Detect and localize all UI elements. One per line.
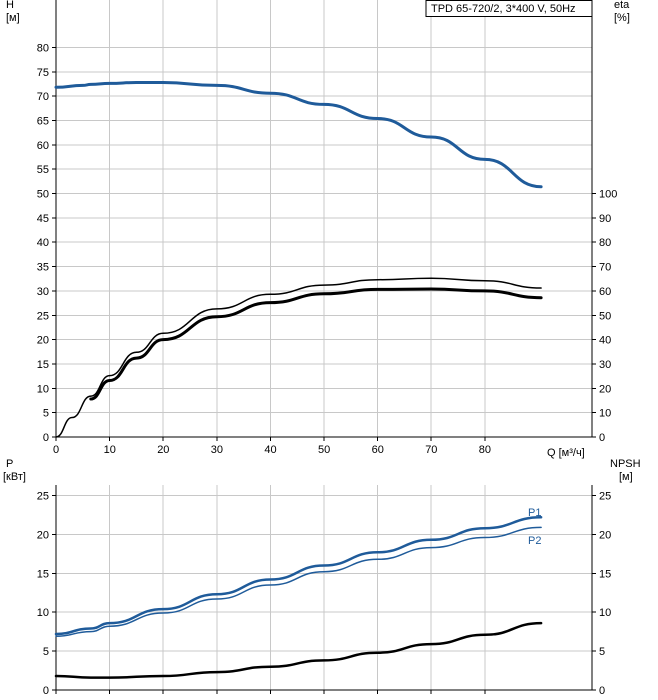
bottom-left-y-tick-label: 10 [37,607,49,619]
top-left-y-tick-label: 80 [37,42,49,54]
top-right-y-tick-label: 20 [599,383,611,395]
bottom-right-y-tick-label: 15 [599,568,611,580]
top-x-tick-label: 60 [372,444,384,456]
top-left-y-tick-label: 25 [37,310,49,322]
top-series-curve-0 [54,81,543,189]
top-left-y-tick-label: 35 [37,262,49,274]
top-left-y-tick-label: 75 [37,67,49,79]
top-left-y-tick-label: 40 [37,237,49,249]
bottom-series-curve-2 [54,621,543,679]
chart-title: TPD 65-720/2, 3*400 V, 50Hz [431,3,576,15]
top-x-tick-label: 70 [425,444,437,456]
top-right-y-tick-label: 90 [599,213,611,225]
bottom-left-y-tick-label: 5 [43,646,49,658]
top-left-y-tick-label: 0 [43,432,49,444]
top-right-y-tick-label: 50 [599,310,611,322]
top-left-y-tick-label: 65 [37,115,49,127]
bottom-left-y-tick-label: 20 [37,529,49,541]
top-x-axis-label: Q [м³/ч] [547,447,585,459]
top-right-y-tick-label: 30 [599,359,611,371]
top-x-tick-label: 80 [479,444,491,456]
top-ticks: 0 10 20 30 40 50 60 70 80 0 5 10 15 20 25 30 35 40 45 50 55 6… [37,42,618,456]
top-left-y-tick-label: 70 [37,91,49,103]
bottom-series [54,516,543,679]
bottom-left-y-tick-label: 15 [37,568,49,580]
top-x-tick-label: 30 [211,444,223,456]
bottom-left-axis-label-line2: [кВт] [3,471,26,483]
top-right-y-tick-label: 40 [599,335,611,347]
top-left-axis-label-line2: [м] [6,12,20,24]
bottom-right-axis-label-line1: NPSH [610,458,641,470]
bottom-right-y-tick-label: 25 [599,491,611,503]
series-label-p2: P2 [528,535,541,547]
bottom-left-y-tick-label: 25 [37,491,49,503]
top-right-y-tick-label: 70 [599,262,611,274]
chart-title-box [425,0,593,17]
top-grid [56,0,592,437]
top-left-axis-label-line1: H [6,0,14,11]
top-right-y-tick-label: 10 [599,408,611,420]
top-left-y-tick-label: 55 [37,164,49,176]
bottom-left-axis-label-line1: P [6,458,13,470]
top-right-axis-label-line1: eta [614,0,630,11]
top-axes [52,0,596,441]
top-left-y-tick-label: 50 [37,189,49,201]
top-x-tick-label: 0 [53,444,59,456]
bottom-right-y-tick-label: 0 [599,685,605,697]
top-series [54,81,543,438]
top-left-y-tick-label: 15 [37,359,49,371]
bottom-series-p2 [55,526,542,638]
top-right-y-tick-label: 60 [599,286,611,298]
top-right-axis-label-line2: [%] [614,12,630,24]
top-x-tick-label: 20 [157,444,169,456]
top-x-tick-label: 50 [318,444,330,456]
bottom-right-y-tick-label: 5 [599,646,605,658]
top-left-y-tick-label: 20 [37,335,49,347]
top-left-y-tick-label: 45 [37,213,49,225]
top-series-curve-1 [55,277,542,438]
top-right-y-tick-label: 0 [599,432,605,444]
top-left-y-tick-label: 10 [37,383,49,395]
bottom-axes [52,485,596,694]
top-left-y-tick-label: 30 [37,286,49,298]
bottom-series-p1 [54,516,543,636]
bottom-right-axis-label-line2: [м] [619,471,633,483]
bottom-ticks: 0 5 10 15 20 25 0 5 10 15 20 25 [37,491,612,698]
bottom-right-y-tick-label: 10 [599,607,611,619]
top-x-tick-label: 40 [264,444,276,456]
bottom-left-y-tick-label: 0 [43,685,49,697]
top-right-y-tick-label: 80 [599,237,611,249]
bottom-right-y-tick-label: 20 [599,529,611,541]
top-left-y-tick-label: 5 [43,408,49,420]
series-label-p1: P1 [528,507,541,519]
top-right-y-tick-label: 100 [599,189,617,201]
top-left-y-tick-label: 60 [37,140,49,152]
top-series-curve-2 [89,287,543,401]
top-x-tick-label: 10 [104,444,116,456]
